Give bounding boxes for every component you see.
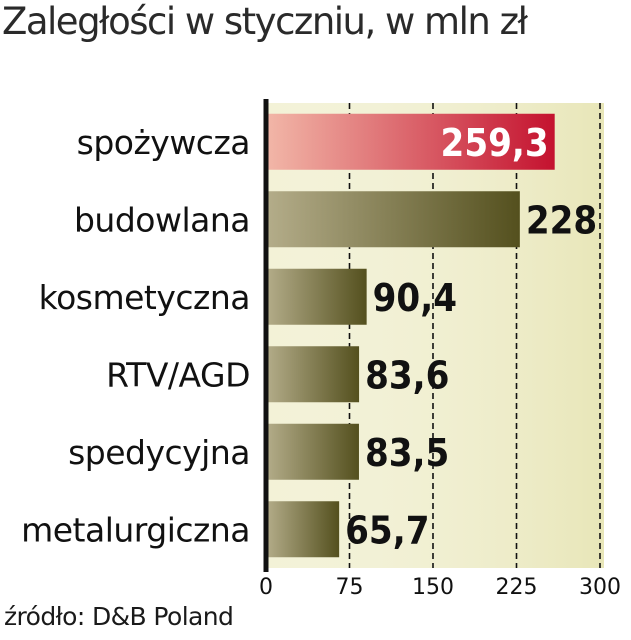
value-label: 90,4	[373, 276, 457, 320]
value-label: 65,7	[345, 508, 429, 552]
plot-area: spożywcza 259,3 budowlana 228 kosmetyczna 90,…	[21, 99, 621, 600]
value-label: 259,3	[441, 121, 549, 165]
value-label: 83,5	[365, 431, 449, 475]
bar	[266, 501, 340, 558]
bar	[266, 268, 367, 325]
bar	[266, 423, 359, 480]
bar	[266, 191, 520, 248]
category-label: metalurgiczna	[21, 510, 250, 549]
tick-label: 0	[259, 575, 273, 600]
chart-title: Zaległości w styczniu, w mln zł	[2, 0, 528, 43]
tick-label: 225	[496, 575, 538, 600]
tick-label: 75	[336, 575, 364, 600]
category-label: budowlana	[74, 200, 250, 239]
bar-highlight	[266, 113, 555, 170]
category-label: kosmetyczna	[39, 278, 250, 317]
value-label: 228	[526, 198, 597, 242]
value-label: 83,6	[365, 353, 449, 397]
tick-label: 300	[579, 575, 621, 600]
category-label: spożywcza	[77, 123, 250, 162]
tick-label: 150	[412, 575, 454, 600]
source-note: źródło: D&B Poland	[4, 602, 234, 631]
category-label: spedycyjna	[68, 433, 250, 472]
category-label: RTV/AGD	[106, 355, 250, 394]
bar	[266, 346, 360, 403]
plot-background-fade	[266, 103, 604, 568]
